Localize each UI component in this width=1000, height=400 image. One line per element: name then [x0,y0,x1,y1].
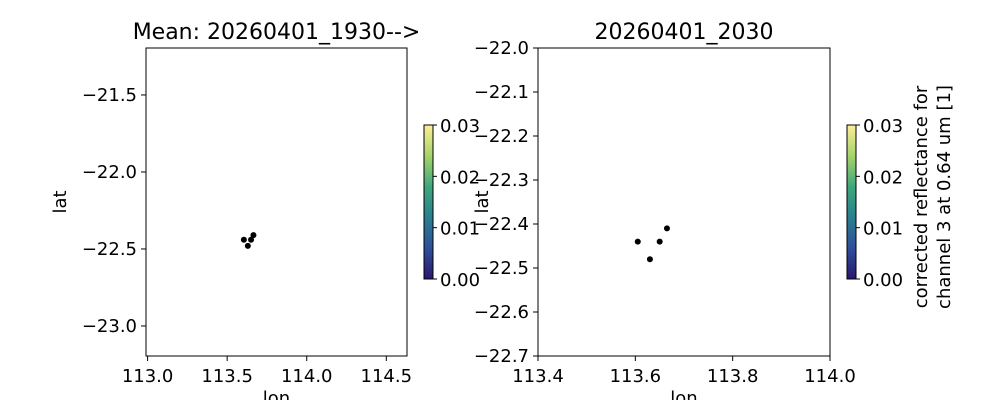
data-point [244,242,251,249]
x-axis-label: lon [263,388,290,400]
data-point [646,256,653,263]
colorbar-tick-label: 0.00 [440,270,480,291]
colorbar-tick-label: 0.03 [440,116,480,137]
x-tick-label: 114.0 [804,366,856,387]
colorbar-tick-label: 0.02 [863,167,903,188]
y-tick-label: −22.7 [474,346,529,367]
subplot-1: Mean: 20260401_1930--> 113.0 113.5 114.0 114… [50,20,480,400]
x-tick-label: 114.0 [281,366,333,387]
y-tick-label: −22.4 [474,214,529,235]
y-axis-label: lat [50,190,71,213]
plot-title: Mean: 20260401_1930--> [133,20,421,45]
data-point [634,238,641,245]
x-tick-label: 113.0 [122,366,174,387]
colorbar [423,124,434,280]
data-point [248,236,255,243]
plot-title: 20260401_2030 [595,20,774,45]
x-tick-label: 114.5 [361,366,413,387]
colorbar [846,124,857,280]
x-tick-label: 113.6 [610,366,662,387]
y-tick-label: −22.5 [82,239,137,260]
y-tick-label: −22.6 [474,302,529,323]
colorbar-tick-label: 0.02 [440,167,480,188]
axes-frame [537,47,831,357]
y-tick-label: −23.0 [82,316,137,337]
y-tick-label: −22.0 [474,38,529,59]
y-tick-label: −22.5 [474,258,529,279]
x-tick-label: 113.8 [707,366,759,387]
data-point [656,238,663,245]
colorbar-tick-label: 0.01 [440,219,480,240]
x-tick-label: 113.4 [512,366,564,387]
y-tick-label: −22.1 [474,82,529,103]
colorbar-tick-label: 0.03 [863,116,903,137]
colorbar-label: channel 3 at 0.64 um [1] [934,85,955,309]
y-tick-label: −22.2 [474,126,529,147]
colorbar-label: corrected reflectance for [911,85,932,308]
data-point [663,225,670,232]
colorbar-tick-label: 0.00 [863,270,903,291]
y-tick-label: −22.0 [82,162,137,183]
y-axis-label: lat [472,190,493,213]
subplot-2: 20260401_2030 113.4 113.6 113.8 114.0 −22.0 −2… [472,20,955,400]
data-point [240,236,247,243]
data-point [250,232,257,239]
axes-frame [145,47,408,357]
x-tick-label: 113.5 [201,366,253,387]
colorbar-tick-label: 0.01 [863,219,903,240]
y-tick-label: −21.5 [82,85,137,106]
y-tick-label: −22.3 [474,170,529,191]
x-axis-label: lon [670,388,697,400]
